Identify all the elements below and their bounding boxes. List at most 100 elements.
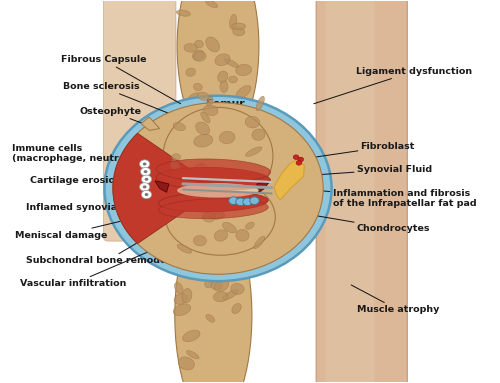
Ellipse shape	[184, 44, 198, 52]
Ellipse shape	[170, 160, 180, 172]
Ellipse shape	[216, 113, 229, 123]
Ellipse shape	[214, 230, 228, 241]
Circle shape	[144, 170, 148, 173]
Wedge shape	[113, 133, 218, 244]
Text: Tibia: Tibia	[198, 251, 228, 261]
Ellipse shape	[246, 222, 254, 229]
Ellipse shape	[186, 350, 199, 359]
Circle shape	[143, 185, 146, 188]
Ellipse shape	[173, 123, 186, 131]
Ellipse shape	[228, 76, 237, 83]
Circle shape	[294, 155, 299, 159]
Ellipse shape	[210, 212, 225, 219]
Ellipse shape	[236, 197, 249, 209]
Text: Bone sclerosis: Bone sclerosis	[63, 82, 178, 117]
Text: Subchondral bone remodeling: Subchondral bone remodeling	[26, 230, 187, 265]
Circle shape	[250, 197, 259, 205]
FancyBboxPatch shape	[326, 0, 374, 383]
Ellipse shape	[206, 0, 218, 8]
Circle shape	[143, 162, 146, 165]
Circle shape	[140, 167, 150, 176]
Polygon shape	[141, 117, 160, 131]
Ellipse shape	[214, 280, 229, 291]
Ellipse shape	[232, 303, 241, 314]
Text: Femur: Femur	[206, 100, 244, 110]
Ellipse shape	[206, 97, 213, 106]
Ellipse shape	[194, 164, 206, 172]
Ellipse shape	[177, 244, 192, 253]
Ellipse shape	[220, 80, 228, 93]
Ellipse shape	[156, 159, 270, 182]
Circle shape	[113, 103, 323, 274]
Ellipse shape	[177, 0, 259, 146]
Ellipse shape	[201, 112, 210, 123]
Text: Cartilage erosion: Cartilage erosion	[30, 175, 155, 185]
Ellipse shape	[230, 283, 244, 294]
Ellipse shape	[188, 93, 198, 101]
Ellipse shape	[172, 154, 180, 160]
Circle shape	[144, 178, 148, 181]
Circle shape	[144, 193, 148, 196]
Ellipse shape	[202, 212, 215, 222]
Text: Inflamed synovial membrane: Inflamed synovial membrane	[26, 195, 181, 212]
Ellipse shape	[190, 252, 199, 259]
Ellipse shape	[182, 330, 200, 342]
Ellipse shape	[222, 223, 236, 233]
Ellipse shape	[236, 85, 251, 98]
Ellipse shape	[194, 134, 213, 147]
Circle shape	[298, 157, 304, 162]
Polygon shape	[155, 181, 169, 192]
Text: Osteophyte: Osteophyte	[80, 107, 166, 133]
Ellipse shape	[158, 199, 268, 219]
Ellipse shape	[245, 116, 260, 128]
Circle shape	[104, 96, 332, 281]
Ellipse shape	[205, 280, 212, 288]
Ellipse shape	[178, 357, 194, 370]
Ellipse shape	[256, 96, 264, 111]
Ellipse shape	[191, 200, 203, 210]
Ellipse shape	[175, 209, 252, 383]
Ellipse shape	[247, 118, 258, 124]
Text: Vascular infiltration: Vascular infiltration	[20, 243, 169, 288]
Ellipse shape	[173, 304, 191, 316]
Ellipse shape	[158, 192, 268, 212]
Ellipse shape	[163, 107, 273, 205]
Circle shape	[243, 198, 252, 206]
Text: Chondrocytes: Chondrocytes	[313, 215, 430, 233]
Text: Synovial Fluid: Synovial Fluid	[313, 165, 432, 175]
Ellipse shape	[232, 23, 245, 29]
Ellipse shape	[214, 292, 228, 302]
Ellipse shape	[216, 262, 234, 269]
Ellipse shape	[194, 51, 206, 61]
Ellipse shape	[197, 200, 210, 209]
Ellipse shape	[224, 59, 239, 68]
Ellipse shape	[232, 28, 244, 36]
Text: Ligament dysfunction: Ligament dysfunction	[314, 67, 472, 104]
Ellipse shape	[210, 281, 222, 290]
Ellipse shape	[194, 83, 202, 91]
Ellipse shape	[174, 294, 188, 304]
Ellipse shape	[246, 147, 262, 156]
Ellipse shape	[192, 50, 204, 60]
Ellipse shape	[196, 122, 209, 135]
Ellipse shape	[204, 105, 218, 116]
Ellipse shape	[206, 314, 215, 322]
Ellipse shape	[177, 183, 259, 198]
Ellipse shape	[197, 92, 209, 100]
Circle shape	[140, 183, 150, 191]
Ellipse shape	[194, 236, 206, 246]
Ellipse shape	[194, 40, 203, 48]
Ellipse shape	[182, 288, 192, 303]
Circle shape	[236, 198, 245, 206]
Ellipse shape	[236, 229, 249, 241]
Polygon shape	[274, 159, 304, 200]
Circle shape	[142, 175, 152, 183]
FancyBboxPatch shape	[104, 0, 176, 241]
Ellipse shape	[222, 290, 238, 300]
Circle shape	[296, 160, 302, 165]
Text: Fibrous Capsule: Fibrous Capsule	[61, 56, 180, 104]
Ellipse shape	[156, 167, 270, 190]
Text: Muscle atrophy: Muscle atrophy	[351, 285, 439, 314]
Ellipse shape	[236, 64, 252, 75]
FancyBboxPatch shape	[316, 0, 408, 383]
